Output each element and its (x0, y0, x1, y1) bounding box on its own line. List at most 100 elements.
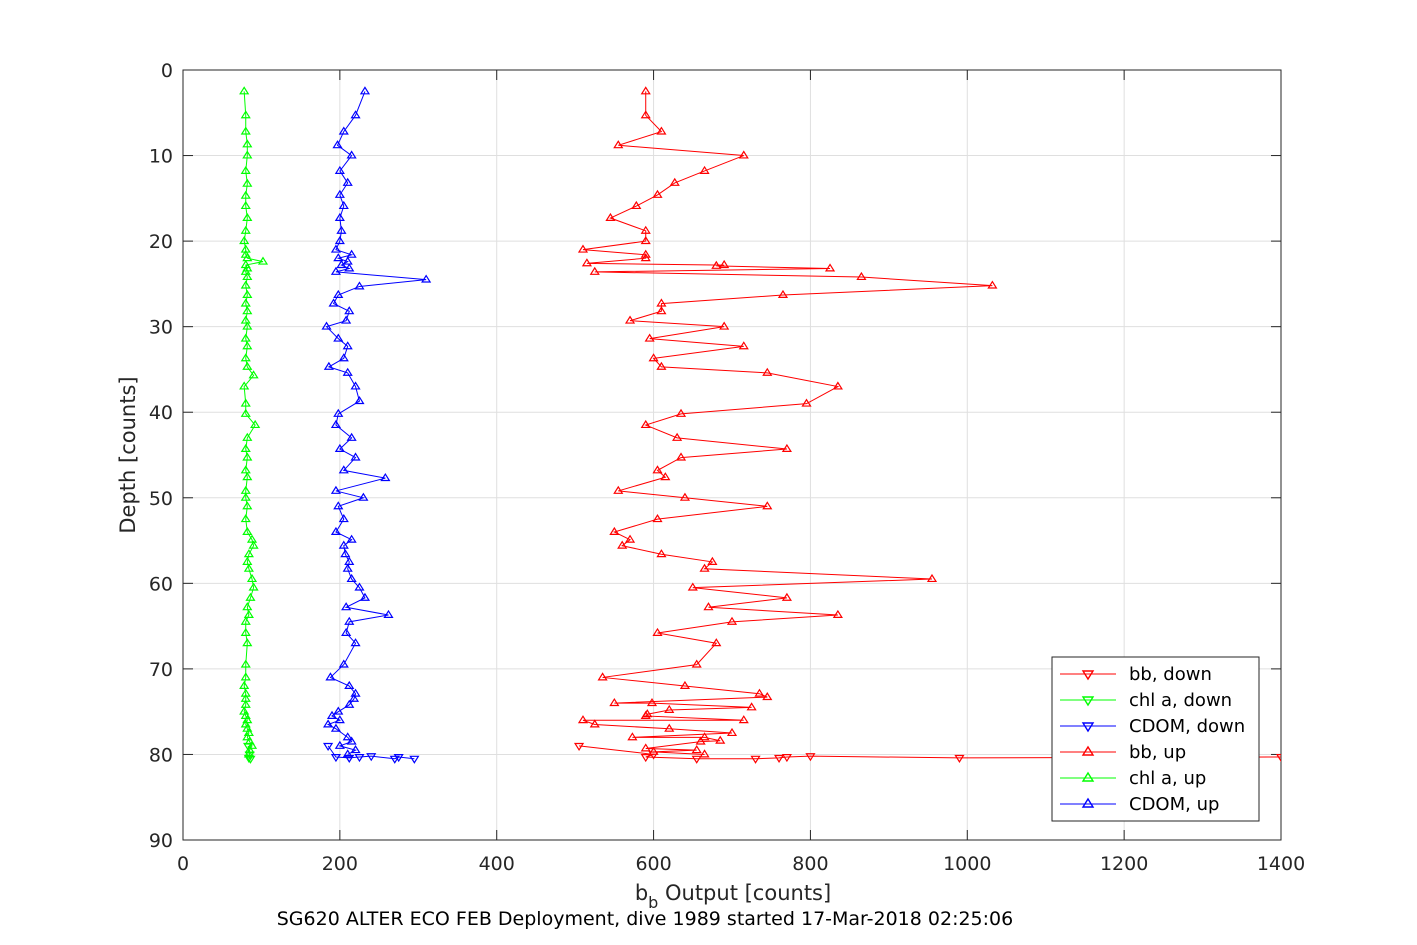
data-point (250, 419, 261, 429)
data-point (781, 754, 792, 763)
data-point (239, 381, 250, 390)
data-point (691, 745, 702, 754)
data-point (333, 253, 344, 262)
data-point (359, 86, 371, 95)
x-tick-label: 400 (479, 853, 515, 875)
data-point (240, 315, 251, 324)
data-point (242, 361, 253, 370)
data-point (640, 86, 651, 95)
data-point (359, 592, 371, 601)
data-point (240, 244, 251, 253)
data-point (344, 680, 355, 689)
data-point (338, 126, 349, 135)
data-point (773, 754, 785, 763)
data-point (326, 710, 338, 719)
data-point (1275, 754, 1281, 763)
data-point (242, 432, 253, 441)
x-tick-label: 200 (322, 853, 358, 875)
data-point (240, 225, 251, 234)
data-point (246, 740, 258, 749)
data-point (257, 256, 269, 265)
data-point (242, 306, 253, 315)
legend-marker (1081, 722, 1095, 733)
data-point (240, 514, 251, 523)
data-point (338, 514, 349, 523)
data-point (609, 526, 620, 535)
data-point (242, 289, 253, 299)
data-point (240, 699, 251, 708)
data-point (646, 697, 658, 707)
x-tick-label: 1000 (943, 853, 991, 875)
data-point (679, 492, 691, 501)
data-point (336, 259, 347, 269)
data-point (954, 754, 965, 763)
data-point (334, 235, 345, 245)
data-point (248, 370, 259, 379)
data-point (242, 212, 253, 222)
data-point (640, 249, 651, 258)
data-point (699, 732, 710, 741)
data-point (244, 736, 255, 745)
data-point (240, 333, 251, 342)
data-point (856, 271, 867, 281)
data-point (648, 353, 659, 362)
data-point (644, 333, 655, 342)
data-point (389, 755, 400, 764)
data-point (350, 638, 361, 647)
data-point (380, 472, 391, 482)
data-point (338, 540, 349, 549)
data-point (242, 602, 253, 611)
data-point (240, 688, 251, 697)
data-point (333, 333, 344, 342)
data-point (242, 253, 253, 262)
data-point (409, 755, 420, 764)
data-point (624, 534, 636, 543)
x-tick-label: 800 (792, 853, 828, 875)
data-point (330, 419, 342, 429)
y-tick-label: 60 (149, 573, 173, 595)
data-point (242, 271, 253, 281)
data-point (242, 501, 253, 510)
data-point (358, 492, 369, 501)
data-point (613, 140, 624, 149)
legend-marker (1081, 670, 1095, 681)
axes (182, 69, 1282, 841)
data-point (344, 699, 355, 708)
data-point (330, 244, 342, 253)
data-point (342, 367, 353, 376)
data-point (334, 715, 345, 724)
legend-label: chl a, down (1129, 690, 1232, 711)
data-point (240, 465, 251, 474)
data-point (738, 715, 749, 724)
y-tick-label: 80 (149, 744, 173, 766)
data-point (323, 361, 334, 370)
data-point (240, 672, 251, 681)
data-point (581, 258, 592, 267)
data-point (640, 110, 651, 119)
data-point (243, 749, 254, 758)
y-tick-label: 90 (149, 830, 173, 852)
x-tick-label: 0 (177, 853, 189, 875)
data-point (333, 408, 344, 417)
data-point (323, 719, 334, 728)
data-point (805, 753, 816, 762)
data-point (240, 110, 251, 119)
data-point (652, 627, 663, 636)
legend-label: bb, down (1129, 664, 1212, 685)
data-point (350, 381, 361, 390)
data-point (711, 260, 722, 269)
data-point (640, 419, 651, 429)
data-point (245, 592, 256, 601)
data-point (726, 616, 738, 625)
data-point (340, 549, 351, 558)
data-point (242, 139, 253, 148)
data-point (346, 249, 357, 258)
data-point (691, 755, 702, 764)
data-point (617, 540, 628, 549)
data-point (242, 178, 253, 187)
data-point (334, 165, 345, 174)
legend-item: chl a, down (1060, 690, 1232, 711)
data-point (750, 755, 761, 764)
data-point (334, 443, 345, 453)
legend-label: CDOM, up (1129, 794, 1219, 815)
